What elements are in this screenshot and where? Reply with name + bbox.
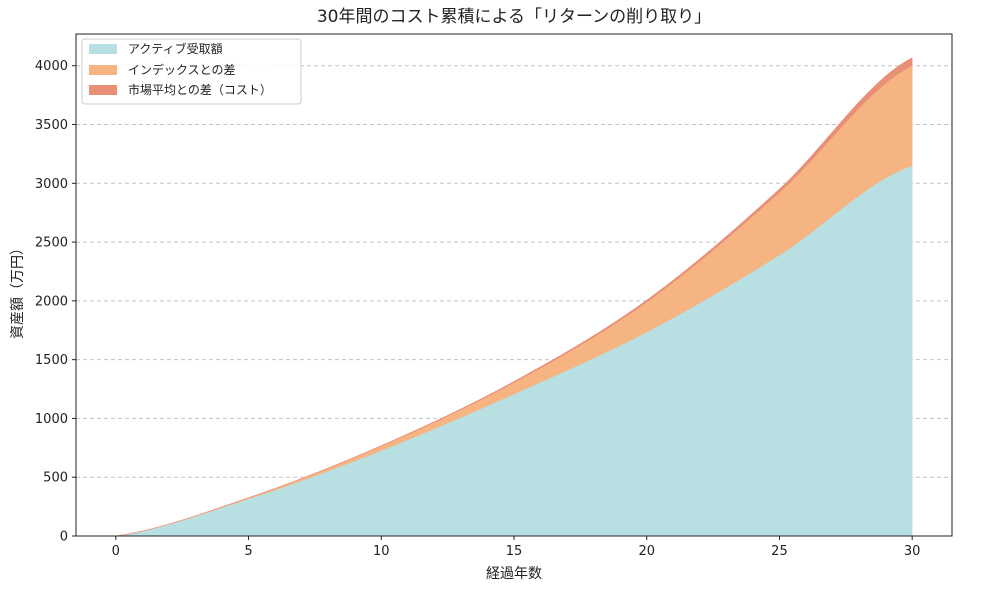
- x-tick-label-10: 10: [373, 544, 390, 559]
- y-tick-label-1500: 1500: [35, 353, 68, 368]
- x-tick-label-5: 5: [244, 544, 252, 559]
- x-tick-label-25: 25: [771, 544, 788, 559]
- legend-swatch-active: [89, 44, 117, 54]
- legend-label-index-diff: インデックスとの差: [128, 62, 236, 77]
- legend-label-cost-diff: 市場平均との差（コスト）: [128, 82, 272, 97]
- y-tick-label-0: 0: [60, 530, 68, 545]
- y-tick-label-4000: 4000: [35, 59, 68, 74]
- x-tick-label-30: 30: [904, 544, 921, 559]
- legend-swatch-index-diff: [89, 65, 117, 75]
- x-tick-label-0: 0: [112, 544, 120, 559]
- y-tick-label-3000: 3000: [35, 177, 68, 192]
- y-tick-label-3500: 3500: [35, 118, 68, 133]
- y-tick-label-2500: 2500: [35, 236, 68, 251]
- y-axis-ticks: 0 500 1000 1500 2000 2500 3000 3500 4000: [35, 59, 76, 545]
- y-tick-label-1000: 1000: [35, 412, 68, 427]
- legend: アクティブ受取額 インデックスとの差 市場平均との差（コスト）: [81, 38, 302, 105]
- area-cost-diff: [115, 57, 913, 537]
- legend-box: [81, 38, 302, 105]
- y-axis-label: 資産額（万円）: [10, 241, 26, 339]
- y-tick-label-500: 500: [43, 471, 68, 486]
- x-tick-label-20: 20: [638, 544, 655, 559]
- x-tick-label-15: 15: [506, 544, 523, 559]
- x-axis-ticks: 0 5 10 15 20 25 30: [112, 536, 921, 559]
- legend-label-active: アクティブ受取額: [128, 41, 223, 56]
- chart-title: 30年間のコスト累積による「リターンの削り取り」: [317, 7, 711, 27]
- x-axis-label: 経過年数: [486, 566, 542, 582]
- legend-swatch-cost-diff: [89, 85, 117, 95]
- y-tick-label-2000: 2000: [35, 294, 68, 309]
